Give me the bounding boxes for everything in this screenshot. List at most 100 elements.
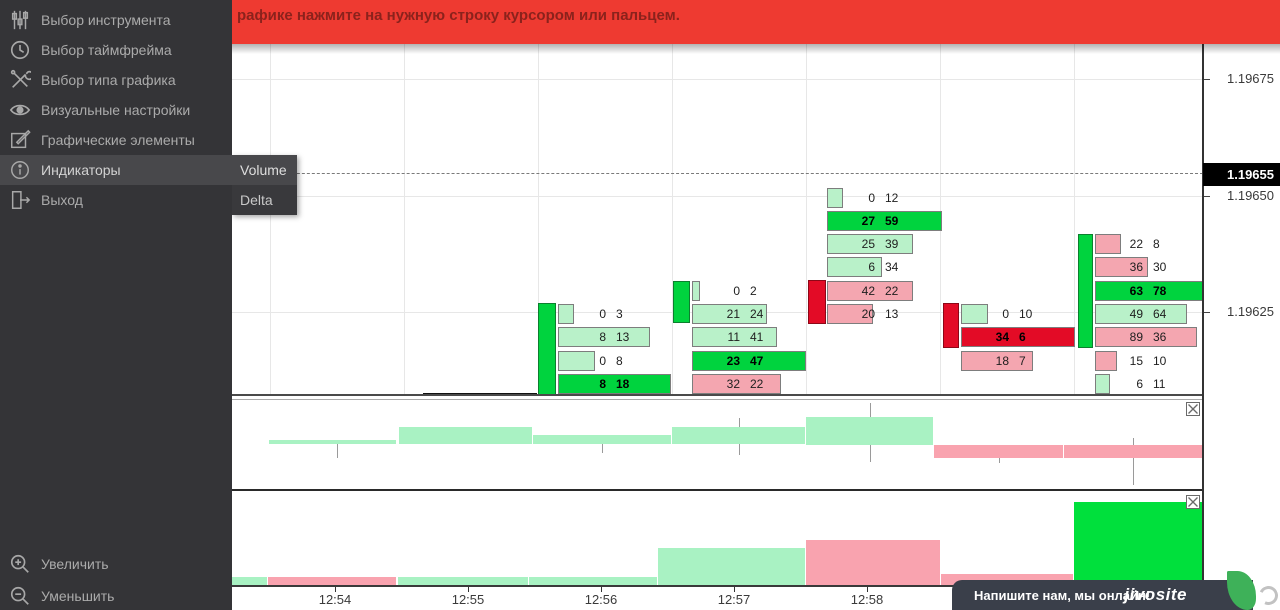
cluster-bid-ask: 25 39 bbox=[827, 234, 939, 254]
cluster-volume-box bbox=[692, 304, 767, 324]
bid-value: 36 bbox=[1129, 260, 1143, 274]
volume-candle-body bbox=[269, 440, 396, 444]
sidebar-item-выбор-типа-графика[interactable]: Выбор типа графика bbox=[0, 65, 232, 95]
eye-icon bbox=[9, 99, 31, 121]
time-axis-label: 12:55 bbox=[451, 592, 485, 607]
delta-bar bbox=[1074, 502, 1203, 585]
time-axis-tick bbox=[734, 587, 735, 592]
candle-body-up bbox=[1078, 234, 1093, 348]
cluster-row: 63 78 bbox=[1095, 281, 1210, 301]
time-axis-label: 12:57 bbox=[717, 592, 751, 607]
cluster-bid-ask: 11 41 bbox=[692, 327, 804, 347]
ask-value: 6 bbox=[1019, 330, 1026, 344]
clock-icon bbox=[9, 39, 31, 61]
panel-close-button[interactable] bbox=[1186, 495, 1200, 509]
ask-value: 30 bbox=[1153, 260, 1167, 274]
cluster-row: 21 24 bbox=[692, 304, 807, 324]
vertical-gridline bbox=[1074, 44, 1075, 394]
chat-widget[interactable]: Напишите нам, мы онлайн! jivosite bbox=[952, 580, 1253, 610]
cluster-row: 0 10 bbox=[961, 304, 1076, 324]
ask-value: 10 bbox=[1019, 307, 1033, 321]
cluster-bid-ask: 18 7 bbox=[961, 351, 1073, 371]
cluster-volume-box bbox=[827, 234, 913, 254]
sidebar-item-выход[interactable]: Выход bbox=[0, 185, 232, 215]
zoom-out-icon bbox=[9, 585, 31, 607]
cluster-bid-ask: 63 78 bbox=[1095, 281, 1207, 301]
exit-icon bbox=[9, 189, 31, 211]
time-axis-tick bbox=[601, 587, 602, 592]
submenu-item-delta[interactable]: Delta bbox=[232, 185, 297, 215]
price-axis-border bbox=[1202, 44, 1204, 587]
volume-panel-top-border bbox=[232, 399, 1203, 400]
candle-body-up bbox=[673, 281, 690, 323]
cluster-volume-box bbox=[827, 304, 873, 324]
bid-value: 6 bbox=[868, 260, 875, 274]
cluster-row: 8 18 bbox=[558, 374, 673, 394]
cluster-row: 22 8 bbox=[1095, 234, 1210, 254]
notification-banner: рафике нажмите на нужную строку курсором… bbox=[232, 0, 1280, 44]
sidebar-item-графические-элементы[interactable]: Графические элементы bbox=[0, 125, 232, 155]
ask-value: 8 bbox=[1153, 237, 1160, 251]
ask-value: 78 bbox=[1153, 284, 1167, 298]
delta-bar bbox=[529, 577, 657, 585]
time-axis-tick bbox=[867, 587, 868, 592]
indicators-submenu: Volume Delta bbox=[232, 155, 297, 215]
chat-message: Напишите нам, мы онлайн! bbox=[974, 587, 1151, 603]
candle-body-down bbox=[943, 303, 959, 348]
cluster-volume-box bbox=[558, 327, 650, 347]
cluster-row: 36 30 bbox=[1095, 257, 1210, 277]
sidebar-item-визуальные-настройки[interactable]: Визуальные настройки bbox=[0, 95, 232, 125]
sidebar-item-уменьшить[interactable]: Уменьшить bbox=[0, 581, 232, 610]
time-axis-label: 12:54 bbox=[318, 592, 352, 607]
cluster-row: 15 10 bbox=[1095, 351, 1210, 371]
delta-bar bbox=[268, 577, 396, 585]
volume-candle-wick bbox=[1133, 438, 1134, 485]
cluster-volume-box bbox=[558, 351, 595, 371]
cluster-row: 34 6 bbox=[961, 327, 1076, 347]
cluster-bid-ask: 27 59 bbox=[827, 211, 939, 231]
cluster-volume-box bbox=[1095, 257, 1148, 277]
jivosite-logo: jivosite bbox=[1124, 585, 1187, 604]
sidebar-item-увеличить[interactable]: Увеличить bbox=[0, 549, 232, 579]
bid-value: 8 bbox=[599, 377, 606, 391]
time-axis-line bbox=[232, 585, 1203, 587]
ask-value: 13 bbox=[885, 307, 899, 321]
volume-candle-body bbox=[399, 427, 532, 444]
cluster-volume-box bbox=[558, 374, 671, 394]
panel-close-button[interactable] bbox=[1186, 402, 1200, 416]
volume-candle-wick bbox=[602, 444, 603, 453]
submenu-item-volume[interactable]: Volume bbox=[232, 155, 297, 185]
cluster-row: 89 36 bbox=[1095, 327, 1210, 347]
ask-value: 7 bbox=[1019, 354, 1026, 368]
sidebar-item-выбор-инструмента[interactable]: Выбор инструмента bbox=[0, 5, 232, 35]
panel-split-border bbox=[232, 489, 1203, 491]
sidebar-item-выбор-таймфрейма[interactable]: Выбор таймфрейма bbox=[0, 35, 232, 65]
price-tick-label: 1.19675 bbox=[1227, 71, 1274, 86]
cluster-row: 20 13 bbox=[827, 304, 942, 324]
price-tick bbox=[1203, 312, 1210, 313]
cluster-volume-box bbox=[692, 281, 700, 301]
ask-value: 18 bbox=[616, 377, 630, 391]
cluster-bid-ask: 20 13 bbox=[827, 304, 939, 324]
sidebar-item-индикаторы[interactable]: Индикаторы bbox=[0, 155, 232, 185]
ask-value: 13 bbox=[616, 330, 630, 344]
bid-value: 8 bbox=[599, 330, 606, 344]
current-price-dashed-line bbox=[232, 173, 1203, 174]
cluster-bid-ask: 89 36 bbox=[1095, 327, 1207, 347]
ask-value: 59 bbox=[885, 214, 899, 228]
cluster-row: 23 47 bbox=[692, 351, 807, 371]
cluster-bid-ask: 21 24 bbox=[692, 304, 804, 324]
ask-value: 47 bbox=[750, 354, 764, 368]
delta-bar bbox=[806, 540, 940, 585]
vertical-gridline bbox=[806, 44, 807, 394]
cluster-bid-ask: 49 64 bbox=[1095, 304, 1207, 324]
ask-value: 36 bbox=[1153, 330, 1167, 344]
cluster-volume-box bbox=[558, 304, 574, 324]
cluster-volume-box bbox=[1095, 327, 1197, 347]
bid-value: 0 bbox=[1002, 307, 1009, 321]
volume-candle-body bbox=[672, 427, 805, 444]
